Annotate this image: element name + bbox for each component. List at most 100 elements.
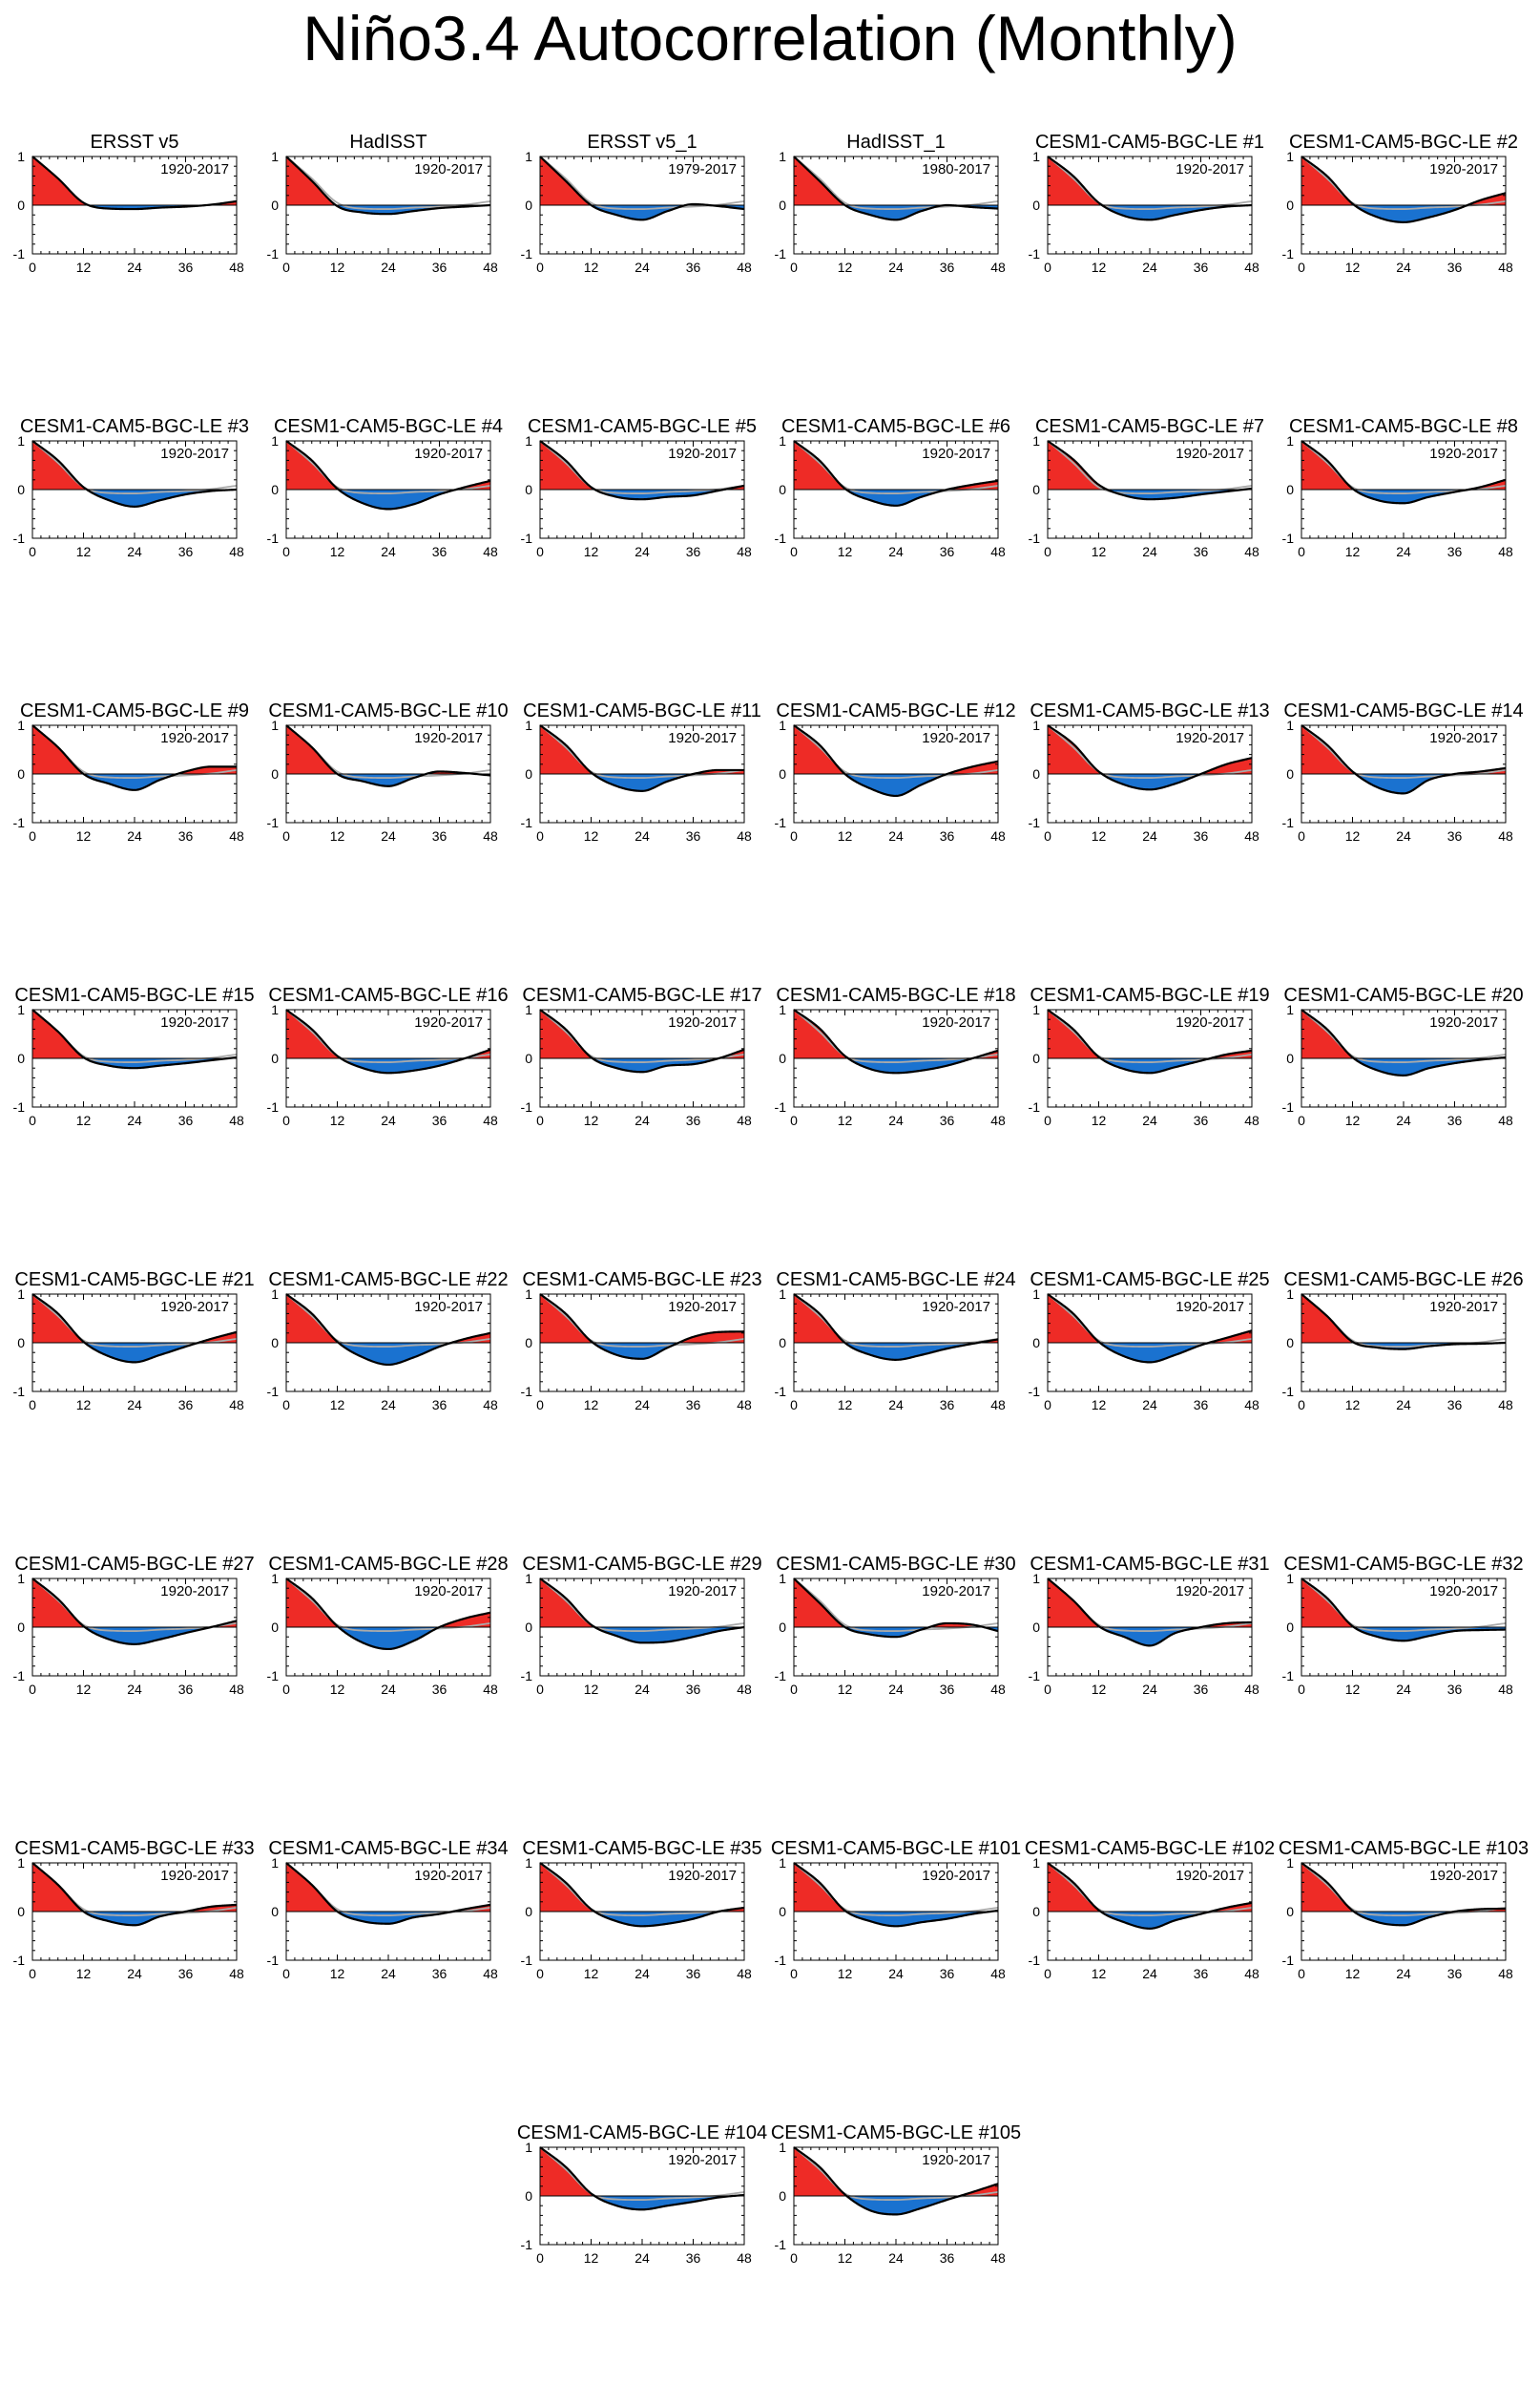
positive-area	[540, 725, 744, 774]
autocorrelation-curve	[539, 2146, 745, 2211]
x-tick-label: 36	[178, 828, 194, 844]
y-tick-label: 0	[1286, 198, 1294, 213]
negative-area	[1301, 1912, 1506, 1926]
y-tick-label: 0	[17, 482, 25, 497]
positive-area	[32, 1010, 237, 1058]
y-tick-label: 1	[1286, 1855, 1294, 1871]
period-label: 1920-2017	[668, 1583, 737, 1599]
x-tick-label: 48	[1244, 1682, 1259, 1697]
autocorrelation-curve	[539, 724, 744, 792]
y-tick-label: 1	[525, 718, 532, 733]
panel-title: CESM1-CAM5-BGC-LE #11	[523, 700, 761, 721]
positive-area	[286, 157, 490, 205]
x-tick-label: 12	[76, 1397, 92, 1412]
period-label: 1920-2017	[1176, 730, 1244, 746]
y-tick-label: -1	[1282, 531, 1295, 546]
positive-area	[794, 1010, 998, 1058]
x-tick-label: 24	[888, 828, 904, 844]
x-tick-label: 0	[536, 2250, 544, 2266]
positive-area	[540, 441, 744, 490]
period-label: 1920-2017	[668, 1014, 737, 1031]
x-tick-label: 12	[76, 828, 92, 844]
x-tick-label: 36	[1447, 1682, 1463, 1697]
autocorrelation-curve	[285, 1862, 491, 1925]
x-tick-label: 24	[888, 1397, 904, 1412]
x-tick-label: 12	[584, 1397, 599, 1412]
x-tick-label: 48	[737, 828, 752, 844]
negative-area	[794, 2196, 998, 2215]
period-label: 1920-2017	[160, 446, 229, 462]
x-tick-label: 48	[990, 544, 1006, 559]
positive-area	[1301, 441, 1506, 490]
negative-area	[540, 774, 744, 791]
y-tick-label: -1	[1029, 1668, 1041, 1683]
x-tick-label: 48	[1244, 1113, 1259, 1128]
x-tick-label: 0	[790, 2250, 798, 2266]
y-tick-label: -1	[521, 1384, 533, 1399]
x-tick-label: 12	[330, 1966, 345, 1981]
x-tick-label: 0	[29, 1113, 36, 1128]
negative-area	[540, 1343, 744, 1359]
x-tick-label: 48	[1244, 544, 1259, 559]
autocorrelation-curve	[539, 1293, 745, 1360]
y-tick-label: 1	[525, 1571, 532, 1586]
y-tick-label: 0	[525, 1620, 532, 1635]
y-tick-label: 0	[271, 766, 279, 782]
panel-title: CESM1-CAM5-BGC-LE #17	[522, 985, 761, 1006]
autocorrelation-curve	[31, 1862, 238, 1927]
autocorrelation-curve	[539, 156, 745, 221]
x-tick-label: 48	[990, 1397, 1006, 1412]
panel-title: CESM1-CAM5-BGC-LE #13	[1030, 700, 1269, 721]
x-tick-label: 0	[790, 1113, 798, 1128]
y-tick-label: -1	[13, 1384, 26, 1399]
y-tick-label: 1	[779, 1571, 786, 1586]
negative-area	[794, 1058, 998, 1074]
x-tick-label: 12	[1345, 1966, 1361, 1981]
panel-title: CESM1-CAM5-BGC-LE #26	[1283, 1269, 1523, 1290]
x-tick-label: 48	[737, 1682, 752, 1697]
autocorrelation-curve	[285, 156, 491, 216]
x-tick-label: 12	[1092, 544, 1107, 559]
y-tick-label: 1	[1286, 718, 1294, 733]
y-tick-label: 0	[17, 1335, 25, 1350]
y-tick-label: 1	[779, 2140, 786, 2155]
period-label: 1920-2017	[668, 446, 737, 462]
autocorrelation-curve	[31, 1009, 238, 1070]
x-tick-label: 36	[1447, 1113, 1463, 1128]
x-tick-label: 12	[838, 1682, 853, 1697]
y-tick-label: -1	[1282, 1953, 1295, 1968]
x-tick-label: 24	[127, 544, 142, 559]
autocorrelation-curve	[793, 1293, 999, 1361]
x-tick-label: 0	[536, 544, 544, 559]
y-tick-label: -1	[775, 246, 787, 261]
y-tick-label: 0	[1032, 1051, 1040, 1066]
negative-area	[1301, 490, 1506, 504]
y-tick-label: -1	[1282, 1668, 1295, 1683]
y-tick-label: -1	[1029, 1099, 1041, 1115]
y-tick-label: 0	[779, 198, 786, 213]
panel-title: HadISST	[349, 132, 427, 153]
panel-title: HadISST_1	[846, 132, 945, 153]
negative-area	[32, 774, 237, 790]
panel-title: CESM1-CAM5-BGC-LE #33	[14, 1838, 254, 1859]
y-tick-label: 1	[779, 433, 786, 449]
y-tick-label: 1	[779, 1286, 786, 1302]
negative-area	[1048, 490, 1252, 500]
panel-title: CESM1-CAM5-BGC-LE #24	[776, 1269, 1015, 1290]
y-tick-label: 0	[779, 1620, 786, 1635]
x-tick-label: 12	[1092, 828, 1107, 844]
period-label: 1920-2017	[1176, 1014, 1244, 1031]
y-tick-label: -1	[521, 2237, 533, 2252]
y-tick-label: -1	[1282, 815, 1295, 830]
x-tick-label: 48	[483, 1113, 498, 1128]
y-tick-label: -1	[267, 815, 280, 830]
x-tick-label: 36	[686, 1966, 701, 1981]
x-tick-label: 36	[432, 1397, 447, 1412]
x-tick-label: 0	[790, 828, 798, 844]
